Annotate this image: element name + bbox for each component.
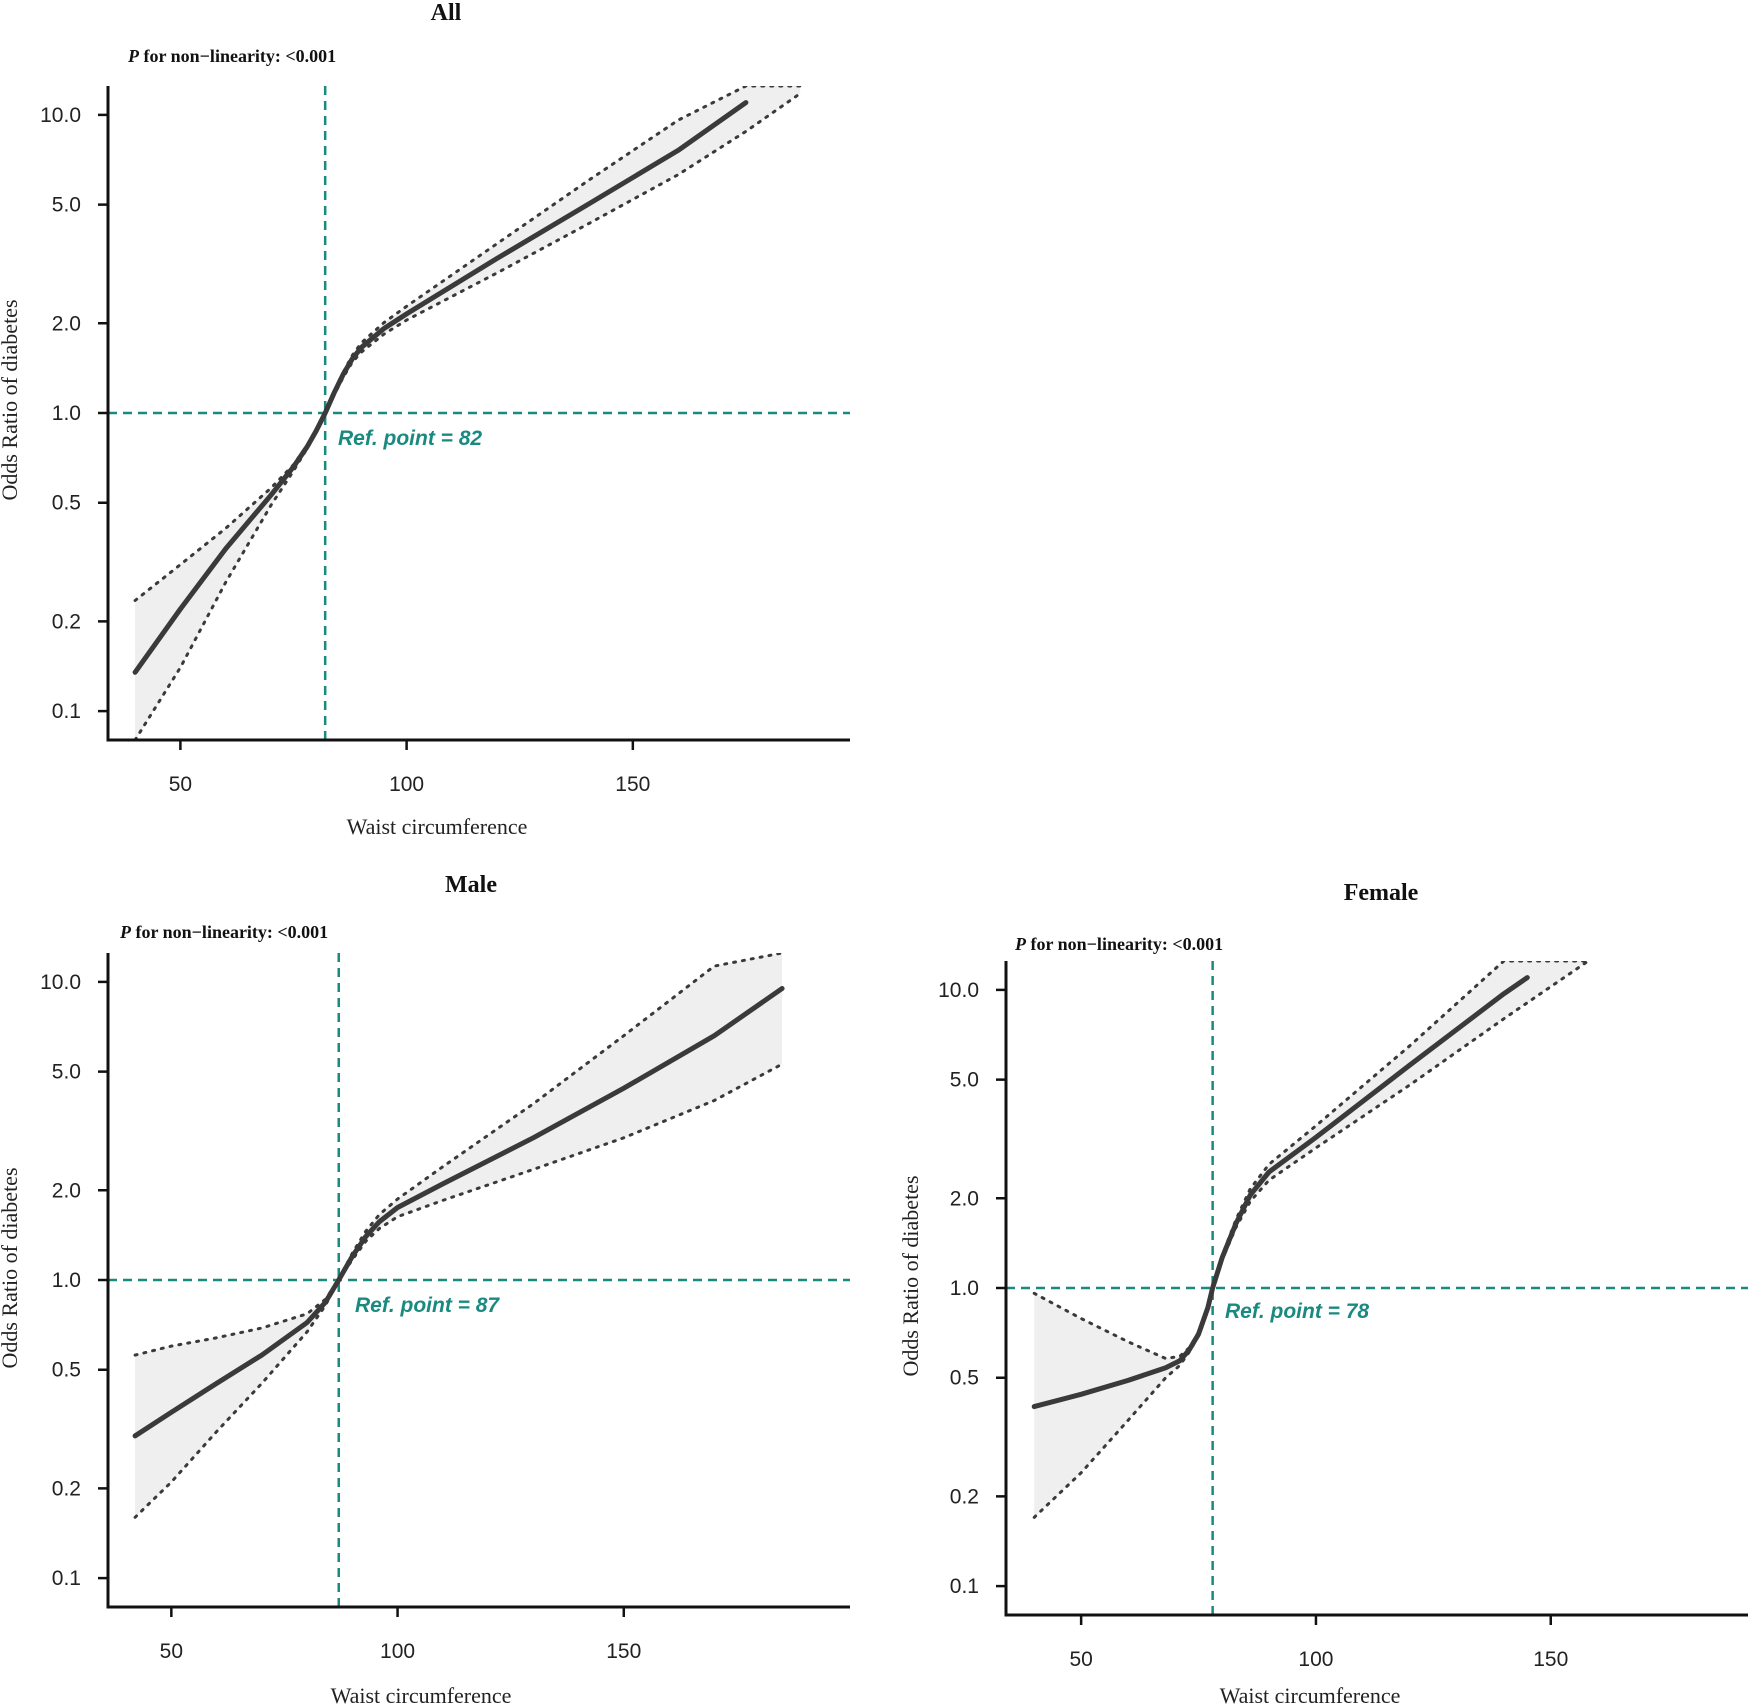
nonlinearity-text: for non−linearity: <0.001 <box>131 922 328 942</box>
ci-lower-line <box>133 92 802 740</box>
nonlinearity-text: for non−linearity: <0.001 <box>139 46 336 66</box>
y-tick-label: 2.0 <box>52 1179 81 1202</box>
p-symbol: P <box>127 46 140 66</box>
y-tick-label: 1.0 <box>52 402 81 425</box>
ci-band <box>1034 961 1589 1518</box>
y-tick-label: 10.0 <box>40 104 81 127</box>
panel-all: All P for non−linearity: <0.001 Ref. poi… <box>0 0 850 839</box>
nonlinearity-note: P for non−linearity: <0.001 <box>119 922 328 942</box>
ci-lower-line <box>1032 961 1590 1519</box>
y-tick-label: 2.0 <box>52 312 81 335</box>
panel-male: Male P for non−linearity: <0.001 Ref. po… <box>0 872 850 1706</box>
y-tick-label: 2.0 <box>950 1187 979 1210</box>
y-tick-label: 5.0 <box>52 1061 81 1084</box>
ci-upper-line <box>133 953 784 1357</box>
x-tick-label: 150 <box>615 773 650 796</box>
ref-point-label: Ref. point = 78 <box>1225 1300 1369 1323</box>
x-axis-label: Waist circumference <box>331 1683 512 1706</box>
x-tick-label: 50 <box>160 1640 183 1663</box>
y-tick-label: 1.0 <box>52 1269 81 1292</box>
y-axis-label: Odds Ratio of diabetes <box>0 299 22 500</box>
x-tick-label: 100 <box>389 773 424 796</box>
x-tick-label: 150 <box>1533 1648 1568 1671</box>
x-tick-label: 100 <box>380 1640 415 1663</box>
y-tick-label: 5.0 <box>950 1069 979 1092</box>
x-tick-label: 50 <box>1069 1648 1092 1671</box>
y-tick-label: 10.0 <box>938 979 979 1002</box>
x-tick-label: 100 <box>1298 1648 1333 1671</box>
panel-title: All <box>431 0 462 26</box>
odds-ratio-curve <box>132 986 785 1439</box>
y-axis-label: Odds Ratio of diabetes <box>0 1167 22 1368</box>
odds-ratio-curve <box>1031 975 1530 1410</box>
p-symbol: P <box>1014 934 1027 954</box>
ci-lower-line <box>133 1062 784 1519</box>
panel-title: Male <box>445 872 497 898</box>
ref-point-label: Ref. point = 87 <box>355 1294 500 1317</box>
y-tick-label: 1.0 <box>950 1277 979 1300</box>
y-tick-label: 0.2 <box>52 610 81 633</box>
nonlinearity-text: for non−linearity: <0.001 <box>1026 934 1223 954</box>
ci-upper-line <box>1032 961 1590 1361</box>
y-tick-label: 0.1 <box>52 1567 81 1590</box>
odds-ratio-curve <box>132 100 749 675</box>
x-axis-label: Waist circumference <box>347 814 528 839</box>
y-tick-label: 0.2 <box>950 1485 979 1508</box>
nonlinearity-note: P for non−linearity: <0.001 <box>1014 934 1223 954</box>
panel-title: Female <box>1344 880 1419 906</box>
y-tick-label: 10.0 <box>40 971 81 994</box>
x-tick-label: 150 <box>606 1640 641 1663</box>
x-axis-label: Waist circumference <box>1220 1683 1401 1706</box>
ref-point-label: Ref. point = 82 <box>338 427 482 450</box>
ci-band <box>135 953 783 1518</box>
nonlinearity-note: P for non−linearity: <0.001 <box>127 46 336 66</box>
panel-female: Female P for non−linearity: <0.001 Ref. … <box>898 880 1748 1706</box>
y-tick-label: 0.1 <box>52 700 81 723</box>
y-tick-label: 0.2 <box>52 1477 81 1500</box>
p-symbol: P <box>119 922 132 942</box>
y-tick-label: 0.1 <box>950 1575 979 1598</box>
y-tick-label: 0.5 <box>52 492 81 515</box>
x-tick-label: 50 <box>169 773 192 796</box>
y-tick-label: 0.5 <box>52 1359 81 1382</box>
y-tick-label: 0.5 <box>950 1367 979 1390</box>
y-axis-label: Odds Ratio of diabetes <box>898 1175 923 1376</box>
y-tick-label: 5.0 <box>52 194 81 217</box>
